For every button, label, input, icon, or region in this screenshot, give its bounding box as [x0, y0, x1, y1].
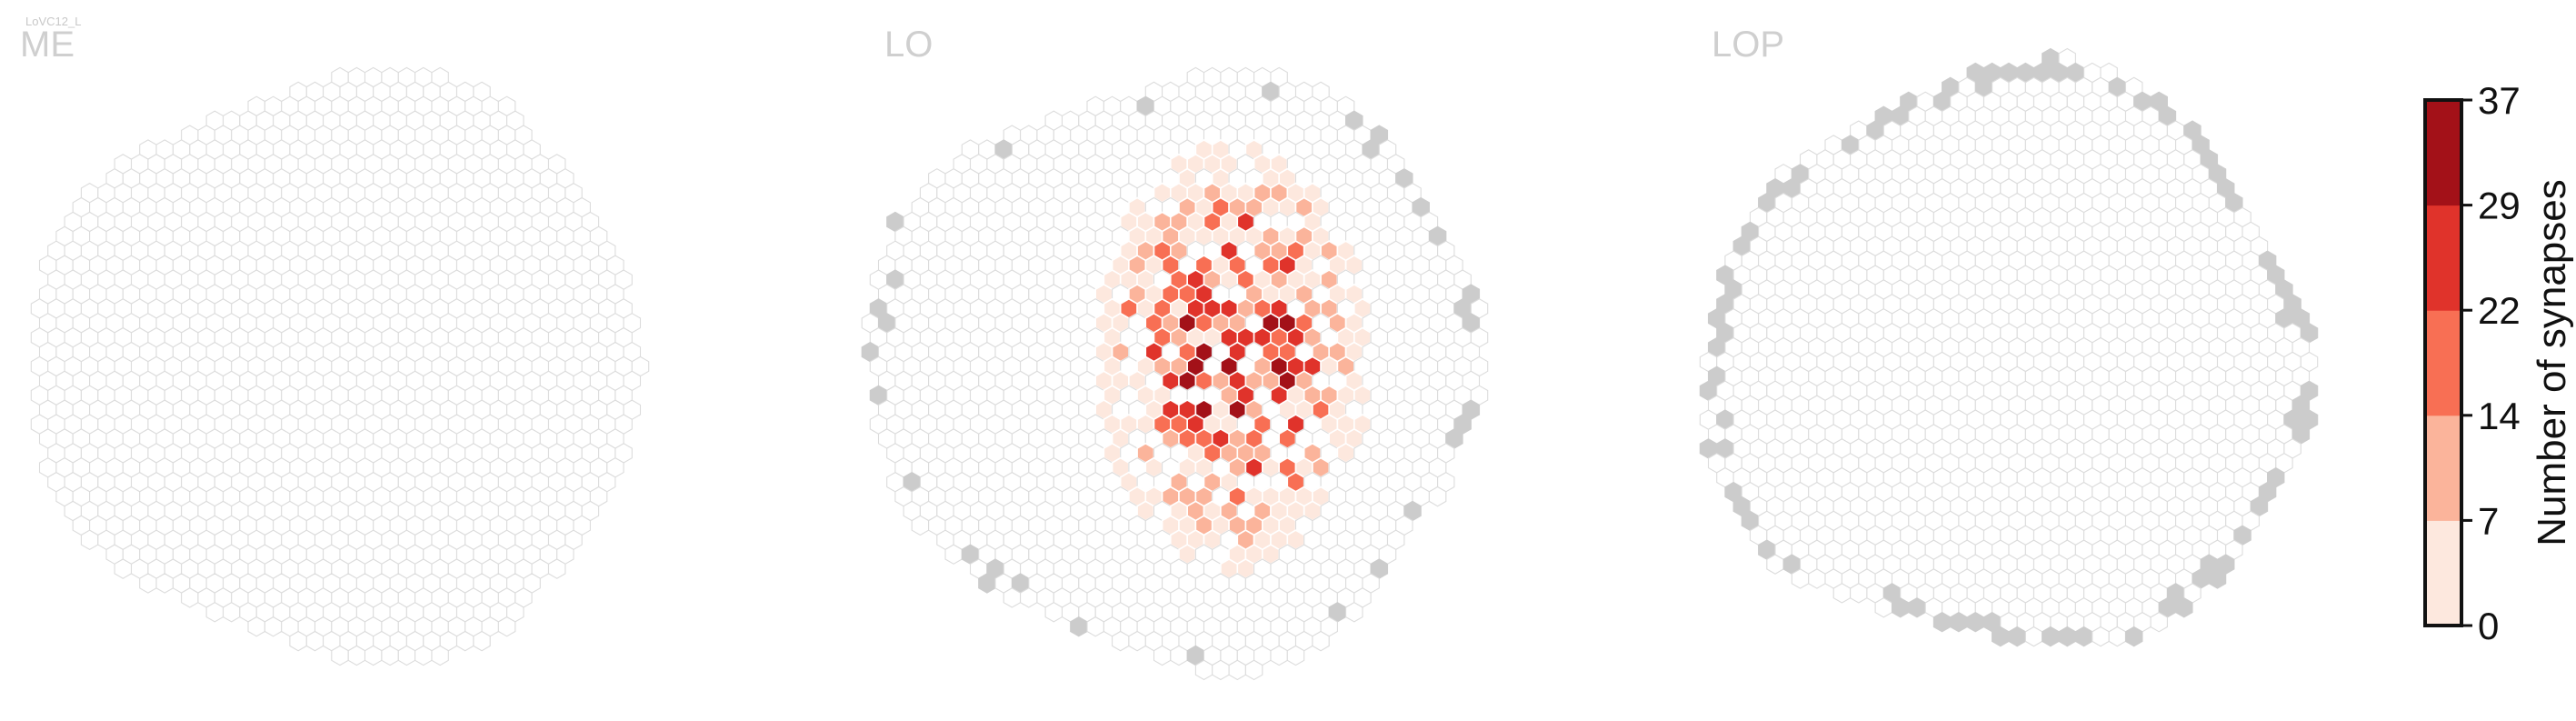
hex-column-empty	[1003, 587, 1022, 608]
hex-column-empty	[431, 645, 449, 666]
hex-column-empty	[1428, 486, 1447, 507]
hex-column-empty	[347, 645, 366, 666]
hex-column-empty	[139, 573, 157, 594]
colorbar-tick-label: 29	[2478, 185, 2521, 227]
hex-column-empty	[289, 630, 307, 652]
hex-column-empty	[1128, 630, 1146, 652]
colorbar-tick-label: 22	[2478, 289, 2521, 332]
hex-column-outside	[2208, 568, 2227, 589]
colorbar-tick-label: 37	[2478, 79, 2521, 122]
hex-column-empty	[1345, 602, 1363, 623]
hex-column-empty	[1312, 630, 1330, 652]
hex-column-empty	[331, 645, 349, 666]
hex-column-outside	[2124, 626, 2143, 647]
hex-column-outside	[1891, 597, 1910, 618]
hex-column-empty	[911, 515, 930, 536]
hex-column-empty	[1832, 583, 1852, 604]
hex-column-empty	[1044, 602, 1063, 623]
hex-column-empty	[944, 544, 963, 565]
hex-column-empty	[155, 573, 174, 594]
hex-column-empty	[1212, 659, 1230, 681]
hex-column-empty	[1244, 659, 1263, 681]
hex-column-empty	[114, 558, 133, 579]
cell-type-label: LoVC12_L	[25, 15, 81, 28]
hex-column-empty	[1791, 568, 1810, 589]
hex-column-outside	[2058, 626, 2076, 647]
hex-column-outside	[2042, 626, 2060, 647]
hex-column-outside	[1950, 611, 1968, 633]
colorbar-bins	[2425, 100, 2461, 626]
hex-column-empty	[397, 645, 416, 666]
hex-column-empty	[1153, 645, 1172, 666]
hex-column-empty	[1086, 616, 1104, 637]
hex-column-outside	[978, 573, 996, 594]
colorbar-bin	[2425, 520, 2461, 626]
hex-column-empty	[1874, 597, 1893, 618]
hex-column-empty	[455, 630, 474, 652]
hex-column-empty	[1020, 587, 1038, 608]
colorbar-bin	[2425, 415, 2461, 521]
hex-column-outside	[1932, 611, 1952, 633]
hex-column-empty	[1194, 659, 1213, 681]
hex-column-empty	[1170, 645, 1188, 666]
hex-column-outside	[2008, 626, 2026, 647]
region-label-me: ME	[20, 25, 75, 65]
hex-column-outside	[1992, 626, 2010, 647]
hex-column-empty	[247, 616, 265, 637]
hex-panel-lop	[1699, 47, 2319, 647]
hex-column-empty	[1228, 659, 1246, 681]
hex-column-outside	[2175, 597, 2193, 618]
hex-column-empty	[1112, 630, 1130, 652]
hex-column-empty	[1766, 554, 1784, 575]
colorbar-tick-label: 0	[2478, 605, 2499, 647]
hex-column-empty	[2024, 626, 2043, 647]
colorbar-tick-label: 14	[2478, 395, 2521, 437]
colorbar-bin	[2425, 205, 2461, 311]
hex-column-empty	[1850, 583, 1868, 604]
colorbar: 0 7 14 22 29 37 Number of synapses	[2423, 79, 2574, 647]
colorbar-bin	[2425, 100, 2461, 206]
hex-column-empty	[205, 602, 225, 623]
hex-column-empty	[381, 645, 399, 666]
hex-column-empty	[222, 602, 241, 623]
region-label-lop: LOP	[1712, 25, 1784, 65]
hex-column-empty	[473, 630, 491, 652]
hex-column-empty	[264, 616, 283, 637]
hex-column-empty	[364, 645, 383, 666]
hex-column-empty	[80, 529, 99, 551]
hex-panel-me	[30, 66, 650, 666]
hex-column-empty	[1286, 645, 1305, 666]
hex-column-empty	[2150, 611, 2168, 633]
colorbar-bin	[2425, 310, 2461, 416]
hex-column-empty	[2092, 626, 2110, 647]
hex-column-empty	[497, 616, 516, 637]
hex-column-empty	[2108, 626, 2127, 647]
hex-column-outside	[1070, 616, 1088, 637]
hex-column-empty	[1270, 645, 1288, 666]
hex-panel-lo	[861, 66, 1489, 681]
hex-column-empty	[305, 630, 324, 652]
hex-column-empty	[547, 558, 566, 579]
hex-column-outside	[2074, 626, 2093, 647]
region-label-lo: LO	[884, 25, 933, 65]
colorbar-label: Number of synapses	[2530, 179, 2574, 546]
hex-column-empty	[414, 645, 433, 666]
hex-column-outside	[1908, 597, 1926, 618]
hex-column-empty	[1808, 568, 1826, 589]
hex-column-empty	[181, 587, 199, 608]
colorbar-tick-label: 7	[2478, 499, 2499, 542]
hex-column-outside	[1966, 611, 1985, 633]
colorbar-ticks: 0 7 14 22 29 37	[2461, 79, 2521, 647]
